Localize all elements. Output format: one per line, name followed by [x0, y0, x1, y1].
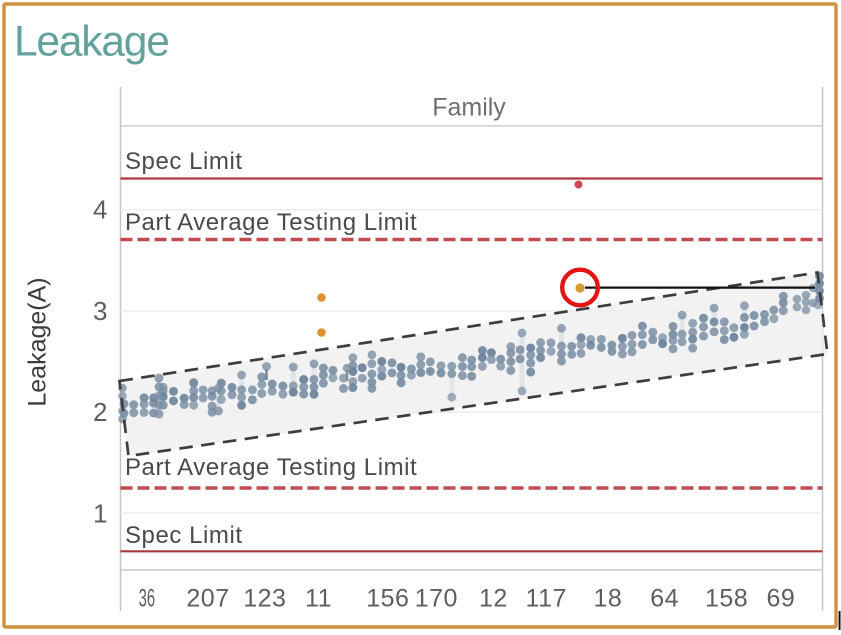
svg-text:Part Average Testing Limit: Part Average Testing Limit	[125, 209, 417, 236]
svg-text:3: 3	[93, 296, 107, 326]
svg-text:156: 156	[366, 585, 409, 613]
svg-text:18: 18	[593, 585, 622, 613]
svg-text:1: 1	[93, 498, 107, 528]
svg-text:207: 207	[186, 585, 229, 613]
svg-text:Leakage: Leakage	[14, 19, 169, 66]
svg-text:69: 69	[766, 585, 795, 613]
svg-text:Spec Limit: Spec Limit	[125, 148, 243, 175]
svg-text:123: 123	[243, 585, 286, 613]
svg-text:158: 158	[705, 585, 748, 613]
svg-text:64: 64	[650, 585, 679, 613]
svg-text:Part Average Testing Limit: Part Average Testing Limit	[125, 454, 417, 481]
svg-text:170: 170	[415, 585, 458, 613]
svg-text:36: 36	[139, 585, 156, 613]
svg-text:4: 4	[93, 195, 107, 225]
svg-text:2: 2	[93, 397, 107, 427]
svg-text:117: 117	[526, 585, 567, 613]
svg-text:Family: Family	[432, 94, 506, 122]
svg-text:Leakage(A): Leakage(A)	[24, 277, 52, 406]
svg-text:11: 11	[305, 585, 332, 613]
svg-text:Spec Limit: Spec Limit	[125, 522, 243, 549]
svg-text:12: 12	[479, 585, 508, 613]
